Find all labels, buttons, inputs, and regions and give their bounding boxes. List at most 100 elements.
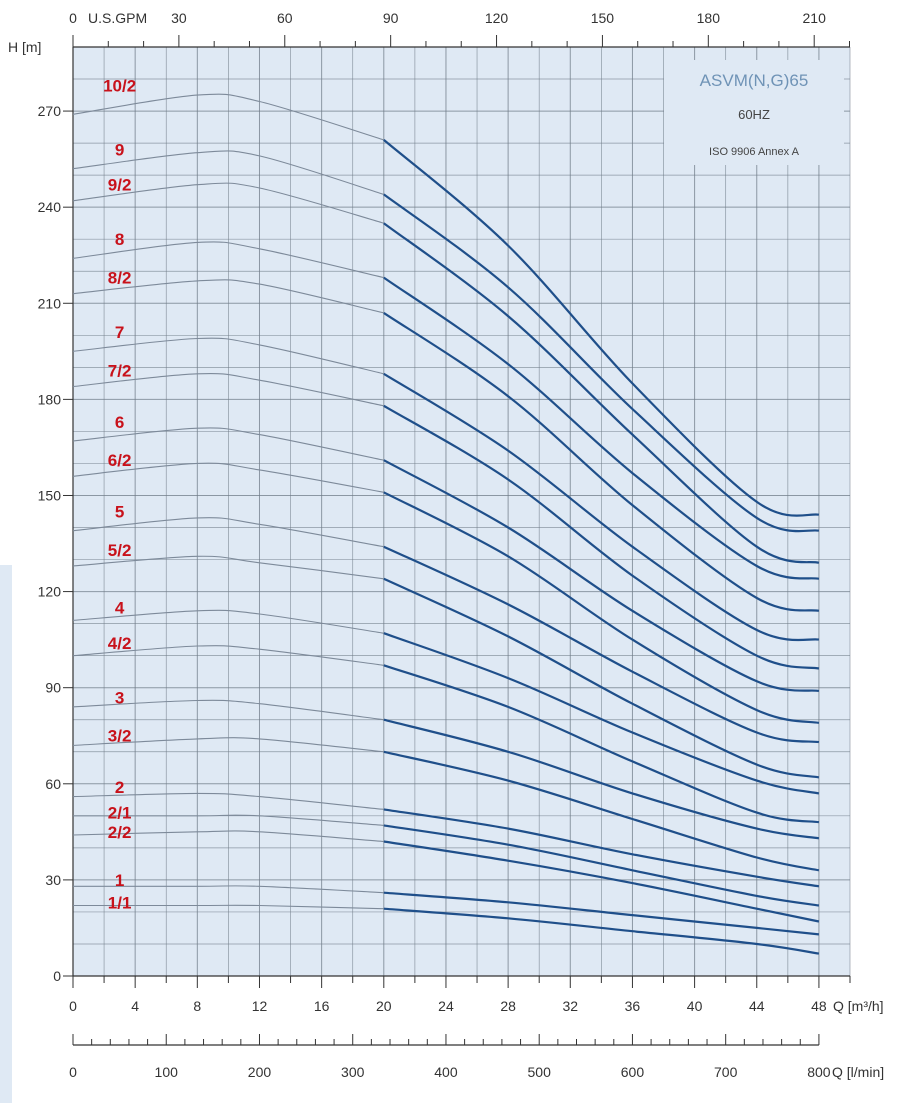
curve-label-4-2: 4/2: [108, 634, 132, 653]
x2-tick-label: 500: [528, 1064, 552, 1080]
top-tick-label: 210: [803, 10, 827, 26]
curve-5-2-operating: [383, 577, 820, 779]
curve-4-low-flow: [72, 609, 384, 634]
curve-label-10-2: 10/2: [103, 76, 136, 95]
curve-4-2-operating: [383, 664, 820, 824]
top-tick-label: 180: [697, 10, 721, 26]
curve-1-operating: [383, 891, 820, 936]
curve-6-2-low-flow: [72, 462, 384, 493]
x2-tick-label: 400: [434, 1064, 458, 1080]
curve-3-2-low-flow: [72, 737, 384, 753]
x-tick-label: 28: [500, 998, 516, 1014]
x-tick-label: 48: [811, 998, 827, 1014]
pump-curves: [72, 93, 820, 955]
x-tick-label: 4: [131, 998, 139, 1014]
curve-6-low-flow: [72, 427, 384, 461]
curve-label-7: 7: [115, 323, 124, 342]
x-tick-label: 16: [314, 998, 330, 1014]
curve-label-3: 3: [115, 688, 124, 707]
x2-tick-label: 800: [807, 1064, 831, 1080]
curve-label-8-2: 8/2: [108, 269, 132, 288]
x2-tick-label: 700: [714, 1064, 738, 1080]
curve-7-operating: [383, 372, 820, 642]
curve-label-9: 9: [115, 141, 124, 160]
top-tick-label: 90: [383, 10, 399, 26]
curve-7-2-low-flow: [72, 372, 384, 407]
x-tick-label: 32: [562, 998, 578, 1014]
curve-3-2-operating: [383, 750, 820, 872]
top-tick-label: 30: [171, 10, 187, 26]
curve-2-1-low-flow: [73, 814, 384, 826]
curve-9-2-operating: [383, 222, 820, 564]
y-tick-label: 270: [38, 103, 62, 119]
curve-3-operating: [383, 718, 820, 840]
x2-tick-label: 300: [341, 1064, 365, 1080]
chart-note: ISO 9906 Annex A: [709, 146, 800, 158]
info-box-background: [664, 60, 844, 165]
x-tick-label: 24: [438, 998, 454, 1014]
curve-2-2-operating: [383, 840, 820, 923]
x2-tick-label: 200: [248, 1064, 272, 1080]
curve-label-2-1: 2/1: [108, 804, 132, 823]
curve-8-operating: [383, 276, 820, 580]
curve-2-operating: [383, 808, 820, 888]
x-tick-label: 8: [193, 998, 201, 1014]
curve-label-1-1: 1/1: [108, 893, 132, 912]
x-tick-label: 20: [376, 998, 392, 1014]
curve-9-low-flow: [72, 150, 384, 195]
curve-label-9-2: 9/2: [108, 176, 132, 195]
curve-1-low-flow: [73, 885, 384, 894]
y-tick-label: 30: [45, 872, 61, 888]
curve-label-8: 8: [115, 230, 124, 249]
top-tick-label: 60: [277, 10, 293, 26]
x-tick-label: 36: [625, 998, 641, 1014]
curve-10-2-operating: [383, 139, 820, 517]
curve-7-low-flow: [72, 337, 384, 375]
curve-2-2-low-flow: [72, 830, 384, 843]
y-tick-label: 180: [38, 391, 62, 407]
curve-label-2: 2: [115, 778, 124, 797]
y-axis-label: H [m]: [8, 39, 41, 55]
curve-labels: 10/2 9 9/2 8 8/2 7 7/2 6 6/2 5 5/2 4 4/2 3 3/2 2 2/12/2 1…: [103, 76, 136, 912]
curve-label-5-2: 5/2: [108, 541, 132, 560]
grid: [72, 46, 851, 977]
curve-label-6-2: 6/2: [108, 451, 132, 470]
x-tick-label: 0: [69, 998, 77, 1014]
curve-8-low-flow: [72, 241, 384, 279]
y-tick-label: 0: [53, 968, 61, 984]
curve-8-2-operating: [383, 311, 820, 612]
top-tick-label: 120: [485, 10, 509, 26]
curve-4-2-low-flow: [72, 645, 384, 666]
top-tick-label: 0: [69, 10, 77, 26]
curve-1-1-operating: [383, 907, 820, 955]
curve-6-operating: [383, 459, 820, 692]
top-axis-label: U.S.GPM: [88, 10, 147, 26]
x2-tick-label: 0: [69, 1064, 77, 1080]
curve-label-1: 1: [115, 871, 124, 890]
top-tick-label: 150: [591, 10, 615, 26]
curve-5-low-flow: [72, 517, 384, 548]
curve-2-low-flow: [72, 792, 384, 810]
curve-6-2-operating: [383, 491, 820, 724]
x-axis-label: Q [m³/h]: [833, 998, 884, 1014]
curve-1-1-low-flow: [73, 904, 384, 910]
curve-2-1-operating: [383, 824, 820, 907]
y-tick-label: 120: [38, 584, 62, 600]
curve-4-operating: [383, 632, 820, 795]
x-tick-label: 12: [252, 998, 268, 1014]
curve-8-2-low-flow: [72, 279, 384, 314]
y-tick-label: 60: [45, 776, 61, 792]
curve-10-2-low-flow: [72, 93, 384, 141]
curve-9-operating: [383, 193, 820, 533]
chart-title: ASVM(N,G)65: [700, 71, 809, 90]
curve-label-2-2: 2/2: [108, 823, 132, 842]
curve-label-7-2: 7/2: [108, 362, 132, 381]
curve-label-4: 4: [115, 599, 125, 618]
curve-7-2-operating: [383, 404, 820, 670]
x2-tick-label: 100: [155, 1064, 179, 1080]
x-tick-label: 40: [687, 998, 703, 1014]
curve-3-low-flow: [72, 699, 384, 721]
chart-subtitle: 60HZ: [738, 107, 770, 122]
